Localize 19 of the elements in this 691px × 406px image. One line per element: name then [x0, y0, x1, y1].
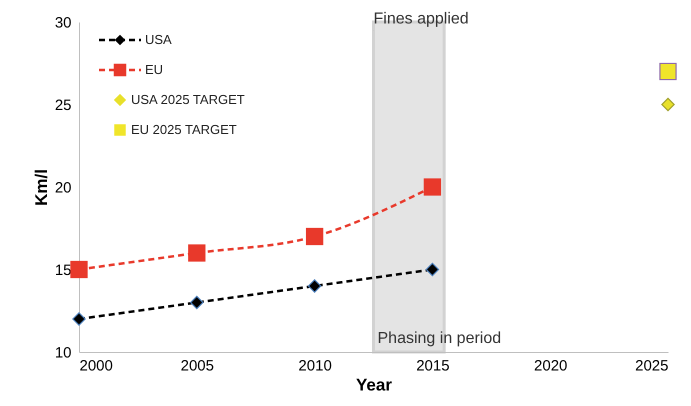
x-tick-label: 2010 — [298, 358, 332, 374]
y-tick-label: 25 — [54, 97, 72, 114]
legend-label: USA — [145, 32, 172, 47]
x-tick-label: 2015 — [416, 358, 450, 374]
x-tick-label: 2005 — [180, 358, 214, 374]
y-tick-label: 30 — [54, 14, 72, 32]
legend-label: EU — [145, 62, 164, 77]
band-label: Phasing in period — [378, 330, 502, 347]
x-tick-label: 2025 — [635, 358, 668, 374]
y-tick-label: 15 — [54, 262, 72, 279]
y-tick-label: 10 — [54, 344, 72, 362]
x-tick-label: 2000 — [80, 358, 113, 374]
y-axis-title: Km/l — [32, 169, 51, 206]
x-axis-title: Year — [356, 376, 392, 394]
legend-label: EU 2025 TARGET — [131, 122, 237, 137]
y-tick-label: 20 — [54, 180, 72, 196]
annotation: Fines applied — [374, 10, 469, 28]
x-tick-label: 2020 — [534, 358, 568, 374]
legend-label: USA 2025 TARGET — [131, 92, 245, 107]
